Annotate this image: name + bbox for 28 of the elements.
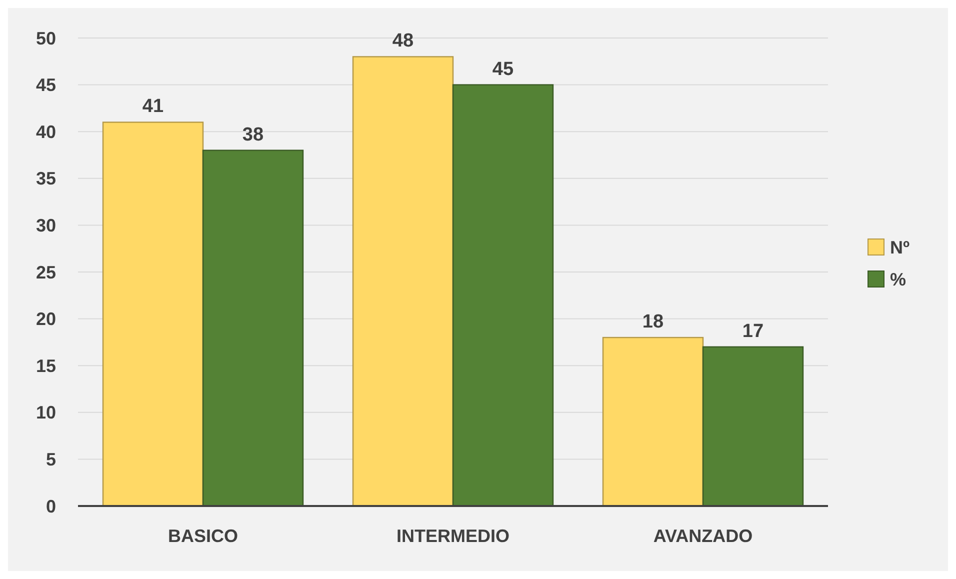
bar — [352, 56, 454, 507]
data-label: 45 — [492, 58, 514, 80]
x-tick-label: AVANZADO — [653, 526, 753, 546]
y-tick-label: 45 — [36, 75, 56, 96]
y-tick-label: 20 — [36, 309, 56, 330]
y-tick-label: 40 — [36, 122, 56, 142]
y-tick-label: 10 — [36, 402, 56, 423]
x-tick-label: BASICO — [168, 526, 238, 546]
y-tick-label: 35 — [36, 168, 56, 189]
legend-label: Nº — [890, 237, 910, 258]
y-tick-label: 0 — [46, 496, 56, 516]
y-tick-label: 5 — [46, 450, 56, 470]
bar — [702, 346, 804, 507]
data-label: 38 — [242, 124, 264, 146]
y-tick-label: 50 — [36, 28, 56, 48]
data-label: 48 — [392, 30, 414, 52]
y-tick-label: 15 — [36, 356, 56, 376]
x-tick-label: INTERMEDIO — [396, 526, 510, 546]
data-label: 41 — [142, 96, 164, 118]
bar — [452, 84, 554, 507]
data-label: 17 — [742, 320, 764, 342]
bar — [102, 122, 204, 507]
data-label: 18 — [642, 312, 664, 333]
legend-label: % — [890, 269, 906, 290]
y-tick-label: 25 — [36, 262, 56, 282]
bar — [602, 336, 704, 507]
bar — [202, 150, 304, 507]
y-tick-label: 30 — [36, 216, 56, 236]
